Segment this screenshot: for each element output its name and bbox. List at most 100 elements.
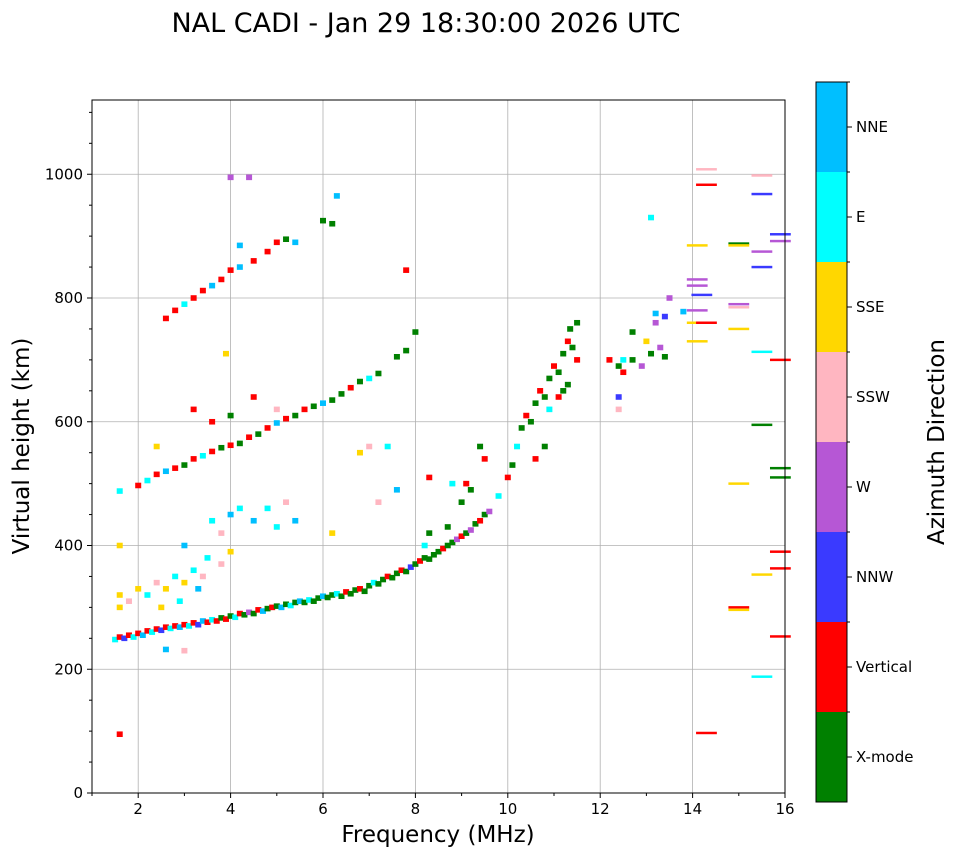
echo-point-x-mode bbox=[241, 612, 248, 618]
echo-point-x-mode bbox=[403, 347, 410, 354]
echo-point-x-mode bbox=[629, 329, 636, 335]
echo-point-x-mode bbox=[467, 487, 474, 493]
echo-point-x-mode bbox=[227, 412, 234, 419]
colorbar-swatch-ssw bbox=[816, 352, 847, 442]
echo-point-vertical bbox=[116, 634, 123, 640]
echo-point-vertical bbox=[199, 287, 206, 294]
echo-point-x-mode bbox=[555, 369, 562, 376]
echo-point-vertical bbox=[440, 545, 447, 552]
echo-point-sse bbox=[153, 443, 160, 450]
echo-point-vertical bbox=[550, 363, 558, 369]
echo-point-ssw bbox=[153, 579, 160, 586]
echo-point-w bbox=[751, 250, 773, 253]
echo-point-e bbox=[199, 452, 206, 459]
echo-point-vertical bbox=[190, 456, 197, 462]
echo-point-vertical bbox=[246, 434, 253, 441]
echo-point-x-mode bbox=[319, 217, 327, 224]
echo-point-e bbox=[333, 590, 340, 597]
echo-point-x-mode bbox=[181, 462, 188, 468]
echo-point-vertical bbox=[728, 606, 750, 609]
echo-point-x-mode bbox=[472, 521, 479, 527]
echo-point-x-mode bbox=[393, 353, 400, 360]
echo-point-x-mode bbox=[546, 375, 553, 382]
echo-point-vertical bbox=[227, 267, 234, 273]
y-tick-label: 400 bbox=[54, 537, 83, 555]
echo-point-e bbox=[495, 493, 502, 499]
echo-point-nnw bbox=[691, 293, 713, 297]
echo-point-x-mode bbox=[264, 605, 271, 612]
plot-frame bbox=[91, 99, 786, 794]
echo-point-sse bbox=[728, 327, 750, 331]
echo-point-nne bbox=[333, 193, 340, 199]
colorbar-swatch-sse bbox=[816, 262, 847, 352]
echo-point-x-mode bbox=[347, 590, 354, 597]
echo-point-nne bbox=[139, 632, 146, 639]
y-tick-label: 200 bbox=[54, 660, 83, 678]
colorbar-swatch-w bbox=[816, 442, 847, 532]
colorbar-tick-label: NNE bbox=[856, 118, 888, 136]
colorbar-swatch-e bbox=[816, 172, 847, 262]
echo-point-x-mode bbox=[412, 329, 419, 335]
echo-point-x-mode bbox=[375, 370, 382, 377]
echo-point-e bbox=[366, 375, 373, 382]
echo-point-x-mode bbox=[430, 551, 437, 558]
echo-point-sse bbox=[116, 592, 123, 598]
echo-point-w bbox=[486, 508, 493, 515]
colorbar-label: Azimuth Direction bbox=[924, 339, 950, 545]
echo-point-x-mode bbox=[421, 555, 428, 561]
echo-point-vertical bbox=[356, 586, 363, 592]
echo-point-nne bbox=[259, 608, 266, 614]
echo-point-vertical bbox=[606, 357, 613, 363]
echo-point-vertical bbox=[209, 448, 216, 455]
echo-point-vertical bbox=[250, 258, 257, 264]
echo-point-vertical bbox=[463, 480, 470, 487]
echo-point-vertical bbox=[116, 731, 123, 738]
x-tick-label: 8 bbox=[411, 800, 421, 818]
colorbar-frame bbox=[815, 81, 848, 803]
colorbar-swatch-nne bbox=[816, 82, 847, 172]
echo-point-ssw bbox=[366, 443, 373, 450]
echo-point-x-mode bbox=[310, 598, 317, 604]
chart-title: NAL CADI - Jan 29 18:30:00 2026 UTC bbox=[171, 8, 680, 39]
echo-point-e bbox=[370, 579, 377, 586]
echo-point-vertical bbox=[481, 456, 488, 462]
echo-point-vertical bbox=[537, 388, 544, 394]
echo-point-x-mode bbox=[310, 403, 317, 410]
echo-point-vertical bbox=[213, 618, 220, 624]
echo-point-vertical bbox=[227, 442, 234, 449]
echo-point-w bbox=[666, 295, 673, 301]
echo-point-x-mode bbox=[352, 587, 359, 593]
echo-point-e bbox=[751, 350, 773, 354]
echo-point-x-mode bbox=[403, 568, 410, 575]
echo-point-e bbox=[176, 598, 183, 604]
echo-point-sse bbox=[162, 586, 169, 592]
colorbar-tick-label: SSE bbox=[856, 298, 885, 316]
echo-point-vertical bbox=[301, 406, 308, 413]
colorbar-swatch-nnw bbox=[816, 532, 847, 622]
echo-point-x-mode bbox=[560, 350, 567, 357]
echo-point-x-mode bbox=[255, 431, 262, 437]
echo-point-e bbox=[546, 406, 553, 413]
echo-point-x-mode bbox=[615, 363, 622, 369]
echo-point-w bbox=[686, 278, 708, 281]
echo-point-vertical bbox=[255, 607, 262, 613]
echo-point-x-mode bbox=[769, 476, 791, 479]
echo-point-x-mode bbox=[380, 576, 387, 583]
echo-point-ssw bbox=[218, 561, 225, 567]
echo-point-e bbox=[751, 675, 773, 678]
echo-point-nne bbox=[680, 308, 687, 315]
echo-point-x-mode bbox=[567, 326, 574, 332]
echo-point-e bbox=[232, 614, 239, 621]
echo-point-ssw bbox=[375, 499, 382, 505]
echo-point-vertical bbox=[250, 394, 257, 400]
echo-point-vertical bbox=[620, 369, 627, 376]
echo-point-sse bbox=[728, 608, 750, 612]
echo-point-vertical bbox=[264, 425, 271, 431]
echo-point-e bbox=[144, 477, 151, 484]
echo-point-vertical bbox=[209, 418, 216, 425]
echo-point-x-mode bbox=[481, 511, 488, 518]
echo-point-sse bbox=[227, 548, 234, 555]
echo-point-vertical bbox=[769, 567, 791, 570]
echo-point-sse bbox=[728, 482, 750, 485]
